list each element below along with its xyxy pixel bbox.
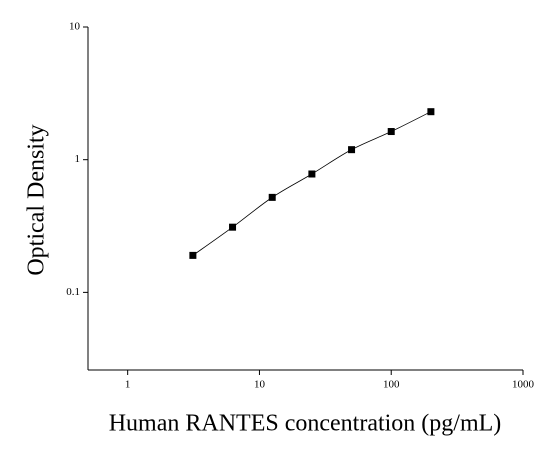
y-tick-label: 1 xyxy=(75,153,81,165)
data-point xyxy=(189,251,197,259)
y-axis-title: Optical Density xyxy=(24,124,50,275)
x-tick-label: 1 xyxy=(125,379,131,391)
x-axis-title: Human RANTES concentration (pg/mL) xyxy=(109,411,502,437)
fit-curve xyxy=(192,111,432,256)
data-point xyxy=(308,170,316,178)
y-tick-label: 10 xyxy=(69,21,81,33)
data-point xyxy=(268,193,276,201)
y-tick-label: 0.1 xyxy=(66,286,80,298)
x-tick-label: 10 xyxy=(254,379,266,391)
data-point xyxy=(348,146,356,154)
x-tick-label: 1000 xyxy=(512,379,535,391)
data-point xyxy=(427,108,435,116)
data-point xyxy=(229,223,237,231)
data-point xyxy=(387,128,395,136)
x-tick-label: 100 xyxy=(383,379,400,391)
